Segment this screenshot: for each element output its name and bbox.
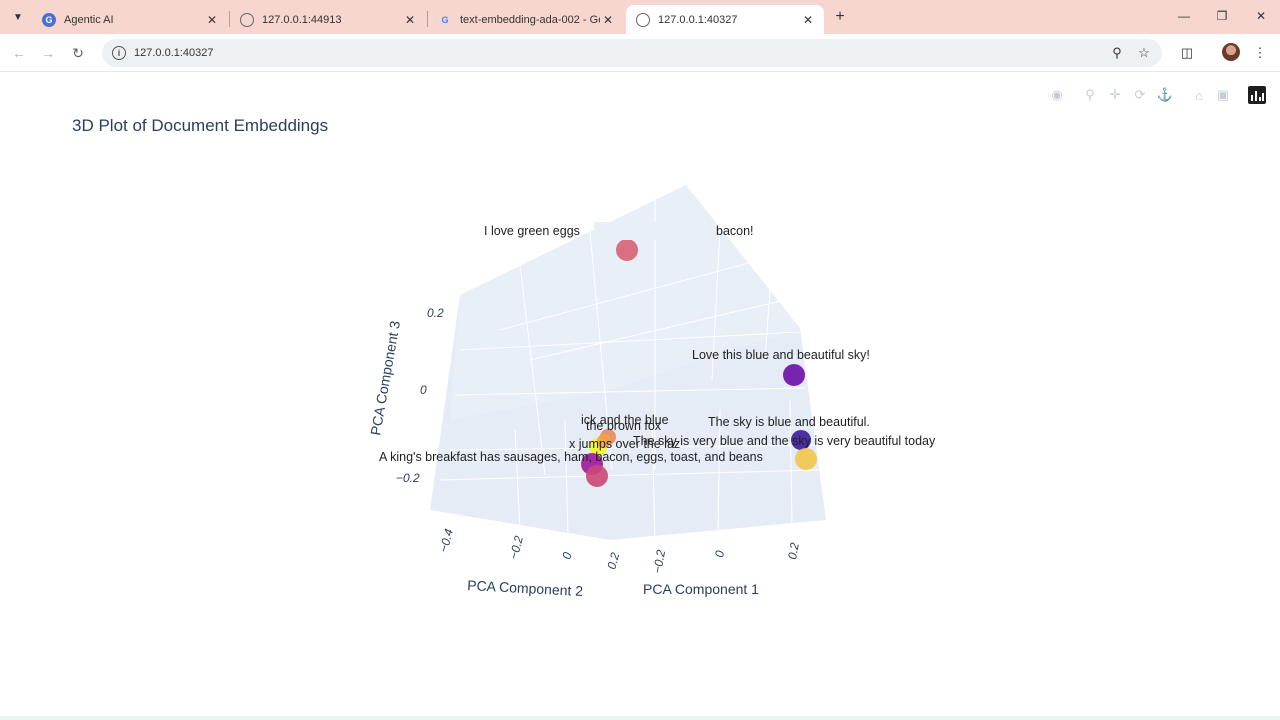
- tick-y-neg0.4: −0.4: [436, 527, 456, 554]
- profile-avatar[interactable]: [1222, 43, 1240, 61]
- turntable-icon[interactable]: ⚓: [1156, 87, 1174, 102]
- google-favicon-icon: G: [441, 14, 449, 25]
- scatter-point-8[interactable]: [586, 465, 608, 487]
- bookmark-star-icon[interactable]: ☆: [1138, 45, 1150, 60]
- tab-strip: ▼ G Agentic AI ✕ 127.0.0.1:44913 ✕ G tex…: [0, 0, 1280, 34]
- back-arrow-icon[interactable]: ←: [12, 45, 26, 61]
- zoom-magnifier-icon[interactable]: ⚲: [1085, 87, 1095, 102]
- point-label-0-tail: bacon!: [716, 224, 754, 238]
- close-icon[interactable]: ✕: [602, 12, 614, 27]
- tab-title: 127.0.0.1:40327: [658, 13, 738, 26]
- tab-local-40327[interactable]: 127.0.0.1:40327 ✕: [626, 5, 824, 34]
- restore-icon[interactable]: ❐: [1216, 9, 1228, 23]
- tick-x-0: 0: [712, 549, 727, 558]
- globe-icon: [636, 12, 650, 27]
- forward-arrow-icon[interactable]: →: [41, 45, 55, 61]
- scatter-point-6[interactable]: [597, 434, 611, 448]
- close-icon[interactable]: ✕: [206, 12, 218, 27]
- tab-title: 127.0.0.1:44913: [262, 13, 342, 26]
- page-bottom-strip: [0, 716, 1280, 720]
- close-icon[interactable]: ✕: [404, 12, 416, 27]
- new-tab-icon[interactable]: +: [835, 8, 845, 25]
- pan-icon[interactable]: ✛: [1109, 87, 1121, 102]
- scatter-point-2[interactable]: [791, 430, 811, 450]
- axis-title-z: PCA Component 3: [367, 319, 403, 436]
- tab-search-icon[interactable]: ▼: [13, 11, 23, 23]
- window-close-icon[interactable]: ✕: [1255, 9, 1267, 23]
- grid-lines: [439, 200, 821, 541]
- point-label-6: x jumps over the laz: [569, 437, 680, 451]
- tab-embedding-search[interactable]: G text-embedding-ada-002 - Goo ✕: [428, 5, 624, 34]
- point-label-7: A king's breakfast has sausages, ham, ba…: [379, 450, 763, 464]
- scatter-point-0[interactable]: [616, 239, 638, 261]
- tab-title: Agentic AI: [64, 13, 114, 26]
- home-icon[interactable]: ⌂: [1195, 87, 1203, 103]
- site-info-icon[interactable]: i: [112, 46, 126, 60]
- point-labels: I love green eggs bacon! Love this blue an…: [379, 222, 936, 464]
- tick-z-0: 0: [420, 383, 427, 397]
- orbit-rotate-icon[interactable]: ⟳: [1134, 87, 1146, 102]
- tick-y-0: 0: [559, 550, 574, 560]
- scatter-point-3[interactable]: [795, 448, 817, 470]
- tick-y-neg0.2: −0.2: [506, 534, 526, 561]
- browser-toolbar: ← → ↻ i 127.0.0.1:40327 ⚲ ☆ ◫ ⋮: [0, 34, 1280, 72]
- camera-icon[interactable]: ◉: [1051, 87, 1063, 102]
- tab-local-44913[interactable]: 127.0.0.1:44913 ✕: [230, 5, 426, 34]
- camera-reset-icon[interactable]: ▣: [1216, 87, 1230, 102]
- axis-title-x: PCA Component 1: [643, 581, 759, 597]
- tab-separator: [229, 11, 230, 27]
- tick-x-0.2: 0.2: [785, 541, 802, 560]
- url-text[interactable]: 127.0.0.1:40327: [134, 47, 214, 59]
- reload-icon[interactable]: ↻: [72, 44, 84, 61]
- address-bar[interactable]: i 127.0.0.1:40327: [102, 39, 1162, 67]
- tick-x-neg0.2: −0.2: [650, 548, 668, 574]
- kebab-menu-icon[interactable]: ⋮: [1253, 45, 1267, 60]
- scatter-points: [581, 239, 817, 487]
- extensions-icon[interactable]: ◫: [1180, 45, 1194, 60]
- point-label-1: Love this blue and beautiful sky!: [692, 348, 870, 362]
- scene-back-wall: [450, 185, 800, 420]
- close-icon[interactable]: ✕: [802, 12, 814, 27]
- zoom-icon[interactable]: ⚲: [1112, 45, 1122, 60]
- label-occlusion: [594, 222, 714, 240]
- point-label-4: ick and the blue: [581, 413, 669, 427]
- tab-title: text-embedding-ada-002 - Goo: [460, 13, 600, 26]
- point-label-0: I love green eggs: [484, 224, 580, 238]
- point-label-5: the brown fox: [586, 419, 662, 433]
- tab-separator: [427, 11, 428, 27]
- minimize-icon[interactable]: —: [1178, 9, 1190, 23]
- scatter-point-1[interactable]: [783, 364, 805, 386]
- plot-title: 3D Plot of Document Embeddings: [72, 116, 329, 135]
- axis-title-y: PCA Component 2: [467, 577, 584, 599]
- point-label-3: The sky is very blue and the sky is very…: [633, 434, 936, 448]
- point-label-2: The sky is blue and beautiful.: [708, 415, 870, 429]
- tab-agentic-ai[interactable]: G Agentic AI ✕: [32, 5, 228, 34]
- google-favicon-icon: G: [42, 12, 56, 27]
- tick-z-0.2: 0.2: [427, 306, 444, 320]
- globe-icon: [240, 12, 254, 27]
- tick-y-0.2: 0.2: [604, 551, 622, 571]
- tick-z-neg0.2: −0.2: [396, 471, 420, 485]
- plotly-logo-icon[interactable]: [1248, 86, 1266, 104]
